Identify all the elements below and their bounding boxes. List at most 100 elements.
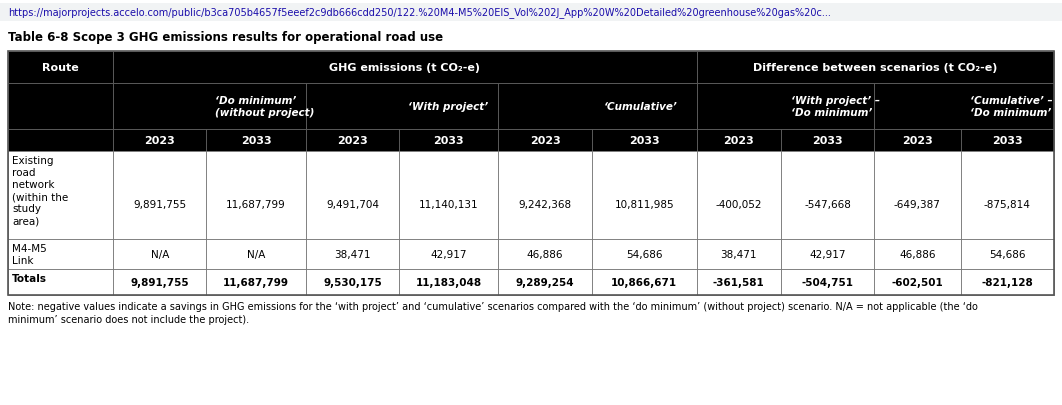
Text: minimum’ scenario does not include the project).: minimum’ scenario does not include the p… (8, 314, 250, 324)
Text: M4-M5
Link: M4-M5 Link (12, 243, 47, 265)
Bar (781, 130, 874, 151)
Bar (697, 52, 1054, 84)
Bar (8, 52, 113, 84)
Text: 38,471: 38,471 (335, 249, 371, 259)
Bar (697, 151, 781, 239)
Text: 42,917: 42,917 (809, 249, 845, 259)
Text: ‘With project’: ‘With project’ (408, 102, 489, 112)
Text: 2023: 2023 (337, 136, 367, 146)
Text: 9,891,755: 9,891,755 (131, 277, 189, 287)
Bar (206, 239, 306, 269)
Bar (113, 151, 206, 239)
Bar (498, 151, 592, 239)
Bar (874, 239, 961, 269)
Bar (306, 151, 399, 239)
Bar (697, 84, 874, 130)
Bar (498, 84, 697, 130)
Text: 11,140,131: 11,140,131 (418, 200, 479, 209)
Text: Route: Route (42, 63, 79, 73)
Text: N/A: N/A (151, 249, 169, 259)
Text: ‘With project’ –
‘Do minimum’: ‘With project’ – ‘Do minimum’ (791, 96, 880, 118)
Bar (0, 24, 1062, 50)
Bar (697, 239, 781, 269)
Bar (206, 269, 306, 295)
Text: Totals: Totals (12, 273, 47, 283)
Text: 11,183,048: 11,183,048 (415, 277, 482, 287)
Text: 10,866,671: 10,866,671 (611, 277, 678, 287)
Bar (592, 239, 697, 269)
Bar (113, 52, 697, 84)
Bar (113, 84, 306, 130)
Text: ‘Do minimum’
(without project): ‘Do minimum’ (without project) (216, 96, 314, 118)
Text: 46,886: 46,886 (527, 249, 563, 259)
Bar (306, 130, 399, 151)
Text: 2023: 2023 (902, 136, 932, 146)
Bar (8, 130, 113, 151)
Text: ‘Cumulative’ –
‘Do minimum’: ‘Cumulative’ – ‘Do minimum’ (970, 96, 1052, 118)
Bar (874, 84, 1054, 130)
Bar (592, 269, 697, 295)
Text: 2033: 2033 (433, 136, 464, 146)
Bar (399, 151, 498, 239)
Text: ‘Cumulative’: ‘Cumulative’ (603, 102, 678, 112)
Bar (206, 130, 306, 151)
Text: -649,387: -649,387 (894, 200, 941, 209)
Text: 38,471: 38,471 (720, 249, 757, 259)
Text: -602,501: -602,501 (891, 277, 943, 287)
Text: 10,811,985: 10,811,985 (615, 200, 674, 209)
Bar (498, 239, 592, 269)
Bar (781, 239, 874, 269)
Bar (306, 239, 399, 269)
Bar (399, 269, 498, 295)
Bar (113, 130, 206, 151)
Text: 2033: 2033 (241, 136, 272, 146)
Text: Difference between scenarios (t CO₂-e): Difference between scenarios (t CO₂-e) (753, 63, 997, 73)
Bar (498, 269, 592, 295)
Bar (498, 130, 592, 151)
Bar (874, 151, 961, 239)
Text: Note: negative values indicate a savings in GHG emissions for the ‘with project’: Note: negative values indicate a savings… (8, 301, 978, 311)
Bar (781, 151, 874, 239)
Text: https://majorprojects.accelo.com/public/b3ca705b4657f5eeef2c9db666cdd250/122.%20: https://majorprojects.accelo.com/public/… (8, 8, 830, 18)
Text: 2023: 2023 (530, 136, 561, 146)
Text: -875,814: -875,814 (983, 200, 1031, 209)
Bar (8, 84, 113, 130)
Text: Table 6-8 Scope 3 GHG emissions results for operational road use: Table 6-8 Scope 3 GHG emissions results … (8, 30, 443, 43)
Text: 2023: 2023 (144, 136, 175, 146)
Text: -504,751: -504,751 (802, 277, 854, 287)
Bar (8, 52, 1054, 295)
Bar (874, 269, 961, 295)
Bar (399, 130, 498, 151)
Bar (8, 239, 113, 269)
Text: 2033: 2033 (812, 136, 843, 146)
Text: 2033: 2033 (629, 136, 660, 146)
Text: Existing
road
network
(within the
study
area): Existing road network (within the study … (12, 156, 68, 226)
Text: -547,668: -547,668 (804, 200, 851, 209)
Bar (8, 151, 113, 239)
Text: 2023: 2023 (723, 136, 754, 146)
Bar (697, 269, 781, 295)
Bar (961, 239, 1054, 269)
Bar (697, 130, 781, 151)
Bar (781, 269, 874, 295)
Text: 42,917: 42,917 (430, 249, 467, 259)
Bar (874, 130, 961, 151)
Bar (306, 84, 498, 130)
Text: 54,686: 54,686 (626, 249, 663, 259)
Bar (399, 239, 498, 269)
Text: -821,128: -821,128 (981, 277, 1033, 287)
Text: -361,581: -361,581 (713, 277, 765, 287)
Text: 9,491,704: 9,491,704 (326, 200, 379, 209)
Text: 9,891,755: 9,891,755 (133, 200, 186, 209)
Text: 9,289,254: 9,289,254 (516, 277, 575, 287)
Bar (592, 130, 697, 151)
Text: 2033: 2033 (992, 136, 1023, 146)
Text: GHG emissions (t CO₂-e): GHG emissions (t CO₂-e) (329, 63, 480, 73)
Text: 46,886: 46,886 (900, 249, 936, 259)
Bar (113, 239, 206, 269)
Text: 54,686: 54,686 (989, 249, 1026, 259)
Bar (8, 269, 113, 295)
Bar (961, 269, 1054, 295)
Text: -400,052: -400,052 (716, 200, 763, 209)
Bar (206, 151, 306, 239)
